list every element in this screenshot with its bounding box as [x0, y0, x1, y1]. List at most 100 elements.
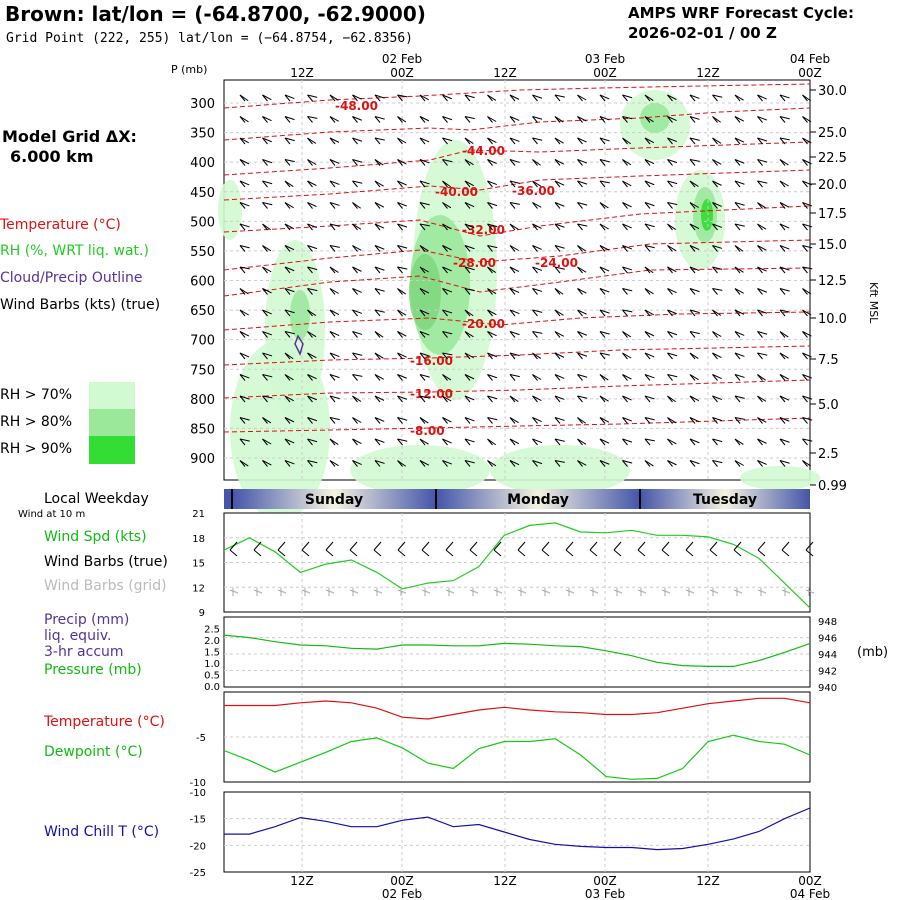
wind-barb-flag [284, 417, 291, 424]
wind-barb-shaft [374, 438, 385, 443]
wind-barb [779, 180, 789, 188]
wind-barb [487, 288, 497, 295]
wind-barb-flag [262, 288, 268, 295]
wind-barb-shaft [487, 223, 498, 228]
wind-barb [442, 266, 452, 274]
wind-barb-flag [442, 266, 448, 274]
wind-barb-shaft [493, 589, 503, 594]
wind-barb [442, 245, 452, 252]
wind-barb [352, 245, 362, 252]
wind-barb-shaft [487, 116, 497, 122]
grid-wind-barb [613, 588, 623, 596]
pressure-tick-label: 946 [818, 634, 837, 645]
wind-barb-flag [779, 460, 786, 467]
wind-barb-flag [779, 309, 786, 317]
wind-barb [307, 159, 317, 166]
wind-barb-flag [532, 180, 538, 188]
wind-barb-flag [779, 202, 786, 209]
wind-barb [397, 395, 408, 403]
wind-barb [284, 460, 295, 467]
wind-barb-flag [712, 266, 718, 274]
precip-label: Precip (mm) liq. equiv. 3-hr accum [44, 612, 129, 660]
wind-barb-shaft [464, 331, 474, 338]
wind-barb-shaft [239, 180, 250, 186]
wind-barb [689, 417, 700, 424]
wind-barb-shaft [329, 288, 339, 294]
wind-barb-flag [419, 417, 426, 424]
wind-barb [397, 223, 408, 231]
legend-temperature: Temperature (°C) [0, 217, 121, 233]
wind-barb-shaft [779, 94, 790, 99]
wind-barb-shaft [307, 352, 317, 359]
wind-barb [419, 352, 430, 360]
pressure-tick-label: 500 [190, 215, 215, 230]
wind-barb-flag [352, 180, 358, 188]
wind-barb-shaft [397, 180, 407, 186]
wind-barb-shaft [734, 137, 745, 143]
wind-barb [577, 202, 588, 209]
wind-barb-flag [307, 417, 313, 424]
wind-barb [689, 374, 699, 381]
wind-barb-flag [352, 137, 358, 145]
wind-barb-flag [644, 94, 651, 102]
wind-barb-flag [667, 245, 673, 252]
wind-barb-shaft [781, 589, 791, 594]
wind-barb [667, 309, 677, 317]
wind-barb [554, 460, 565, 467]
wind-barb-shaft [374, 116, 385, 120]
p-axis-label: P (mb) [171, 63, 208, 76]
wind-barb [689, 266, 700, 274]
wind-barb-shaft [734, 331, 745, 336]
wind-barb-shaft [464, 352, 474, 359]
wind-barb-shaft [349, 589, 359, 594]
wind-barb [284, 137, 295, 145]
wind-barb-flag [779, 180, 786, 188]
wind-barb [239, 395, 250, 403]
wind-barb-flag [667, 288, 673, 295]
wind-barb-shaft [779, 438, 790, 443]
wind-barb [464, 374, 475, 381]
wind-barb-shaft [644, 331, 655, 337]
wind-barb-shaft [373, 589, 383, 594]
wind-barb-flag [689, 438, 696, 446]
wind-barb-flag [712, 309, 718, 317]
wind-barb-flag [284, 116, 291, 123]
weekday-band-segment [232, 489, 436, 509]
wind-barb-flag [307, 202, 313, 209]
wind-barb-flag [284, 438, 291, 446]
wind-barb [509, 245, 519, 252]
wind-barb [757, 438, 767, 446]
wind-barb-shaft [397, 331, 407, 337]
wind-barb-shaft [487, 137, 497, 143]
wind-barb-shaft [307, 417, 318, 422]
wind-barb-flag [613, 549, 622, 557]
wind-barb [442, 395, 452, 403]
wind-barb-shaft [805, 589, 815, 594]
wind-barb-flag [712, 352, 718, 360]
wind-barb [554, 180, 565, 188]
wind-barb [712, 331, 722, 338]
wind-barb [599, 202, 609, 209]
wind-barb-flag [599, 460, 606, 467]
wind-barb-shaft [419, 352, 430, 357]
wind-barb [262, 94, 272, 102]
wind-barb-flag [667, 159, 673, 166]
wind-barb-flag [554, 223, 561, 231]
wind-barb-shaft [442, 159, 453, 163]
surface-wind-barb [733, 541, 742, 557]
wind-barb [509, 159, 520, 166]
wind-barb-shaft [554, 417, 565, 421]
wind-barb-shaft [712, 460, 723, 464]
wind-barb-flag [734, 395, 741, 403]
wind-barb-shaft [307, 331, 317, 338]
wind-barb-shaft [734, 223, 745, 227]
wind-barb-flag [239, 137, 246, 145]
wind-barb [329, 116, 339, 123]
surface-wind-barb [805, 541, 814, 557]
wind-barb-flag [599, 395, 606, 403]
rh-swatch-90 [89, 436, 135, 464]
wind-barb-shaft [307, 460, 318, 464]
wind-barb-shaft [397, 374, 407, 379]
wind-barb-shaft [373, 541, 382, 551]
wind-barb [734, 94, 744, 102]
